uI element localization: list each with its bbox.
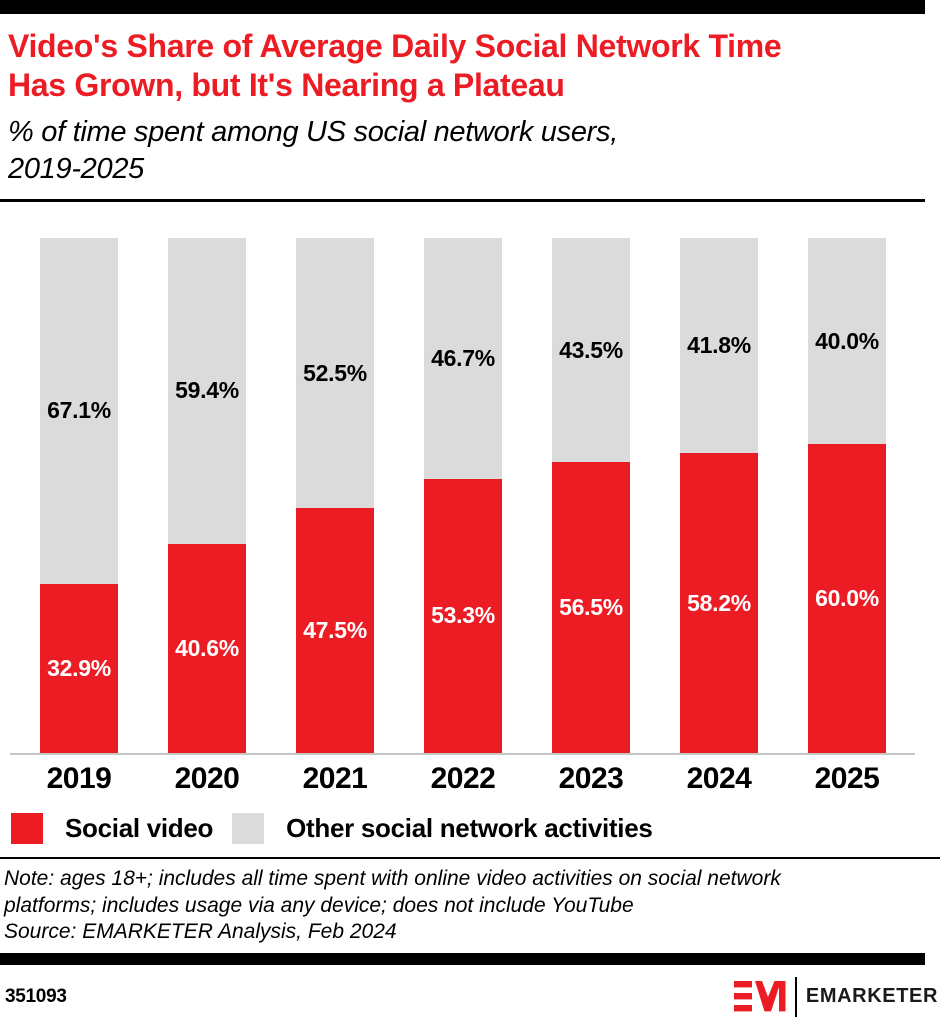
value-label: 46.7%	[431, 344, 495, 371]
chart-title: Video's Share of Average Daily Social Ne…	[8, 27, 928, 105]
legend: Social video Other social network activit…	[0, 813, 940, 844]
bar-segment-2024: 41.8%	[680, 238, 758, 454]
stacked-bar-chart: 67.1% 32.9% 59.4% 40.6% 52.5% 47.5% 46.7% 53.3%…	[0, 238, 940, 753]
value-label: 40.6%	[175, 634, 239, 661]
bar-segment-2019: 32.9%	[40, 583, 118, 753]
year-label-2025: 2025	[814, 762, 880, 795]
chart-subtitle-line2: 2019-2025	[8, 153, 144, 185]
footer: 351093 EMARKETER	[0, 965, 940, 1017]
value-label: 41.8%	[687, 332, 751, 359]
chart-subtitle-line1: % of time spent among US social network …	[8, 116, 618, 148]
note-line2: platforms; includes usage via any device…	[4, 893, 634, 917]
footer-divider-bar	[0, 952, 925, 965]
bar-segment-2019: 67.1%	[40, 238, 118, 584]
logo-divider	[794, 976, 797, 1017]
bar-2023: 43.5% 56.5%	[552, 238, 630, 753]
value-label: 40.0%	[815, 327, 879, 354]
chart-title-line1: Video's Share of Average Daily Social Ne…	[8, 28, 782, 64]
legend-label: Social video	[65, 813, 214, 843]
bar-2021: 52.5% 47.5%	[296, 238, 374, 753]
note-divider-line	[0, 857, 940, 859]
legend-swatch-icon	[232, 813, 265, 844]
note-line1: Note: ages 18+; includes all time spent …	[4, 867, 781, 890]
value-label: 32.9%	[47, 654, 111, 681]
emarketer-logo: EMARKETER	[733, 976, 938, 1017]
bar-2025: 40.0% 60.0%	[808, 238, 886, 753]
emarketer-em-icon	[733, 981, 786, 1012]
legend-label: Other social network activities	[286, 813, 653, 843]
brand-name: EMARKETER	[805, 985, 938, 1007]
footnotes: Note: ages 18+; includes all time spent …	[0, 859, 940, 946]
bar-segment-2022: 46.7%	[424, 238, 502, 479]
header-divider-line	[0, 199, 925, 202]
value-label: 53.3%	[431, 602, 495, 629]
header: Video's Share of Average Daily Social Ne…	[0, 14, 940, 188]
legend-swatch-icon	[11, 813, 43, 844]
year-label-2021: 2021	[302, 762, 368, 795]
bar-segment-2022: 53.3%	[424, 478, 502, 753]
legend-item: Social video	[11, 813, 213, 844]
chart-title-line2: Has Grown, but It's Nearing a Plateau	[8, 67, 565, 103]
year-label-2023: 2023	[558, 762, 624, 795]
bar-segment-2020: 59.4%	[168, 238, 246, 544]
bar-segment-2024: 58.2%	[680, 453, 758, 753]
bar-segment-2023: 43.5%	[552, 238, 630, 463]
legend-item: Other social network activities	[232, 813, 653, 844]
bar-2020: 59.4% 40.6%	[168, 238, 246, 753]
bar-segment-2023: 56.5%	[552, 462, 630, 753]
year-label-2020: 2020	[174, 762, 240, 795]
bar-2022: 46.7% 53.3%	[424, 238, 502, 753]
value-label: 60.0%	[815, 585, 879, 611]
bar-segment-2025: 40.0%	[808, 238, 886, 444]
bar-segment-2021: 52.5%	[296, 238, 374, 509]
x-axis-labels: 2019 2020 2021 2022 2023 2024 2025	[0, 762, 940, 796]
value-label: 58.2%	[687, 589, 751, 616]
value-label: 52.5%	[303, 359, 367, 386]
x-axis-line	[10, 753, 915, 755]
year-label-2019: 2019	[46, 762, 112, 795]
value-label: 59.4%	[175, 377, 239, 404]
bar-segment-2021: 47.5%	[296, 508, 374, 753]
bar-2019: 67.1% 32.9%	[40, 238, 118, 753]
bar-segment-2025: 60.0%	[808, 444, 886, 753]
value-label: 43.5%	[559, 336, 623, 363]
bar-segment-2020: 40.6%	[168, 543, 246, 753]
chart-id: 351093	[5, 985, 67, 1007]
source-line: Source: EMARKETER Analysis, Feb 2024	[4, 920, 397, 943]
year-label-2022: 2022	[430, 762, 496, 795]
value-label: 56.5%	[559, 594, 623, 620]
chart-subtitle: % of time spent among US social network …	[8, 114, 928, 188]
value-label: 47.5%	[303, 617, 367, 644]
value-label: 67.1%	[47, 397, 111, 424]
top-black-bar	[0, 0, 925, 14]
bar-2024: 41.8% 58.2%	[680, 238, 758, 753]
year-label-2024: 2024	[686, 762, 752, 795]
